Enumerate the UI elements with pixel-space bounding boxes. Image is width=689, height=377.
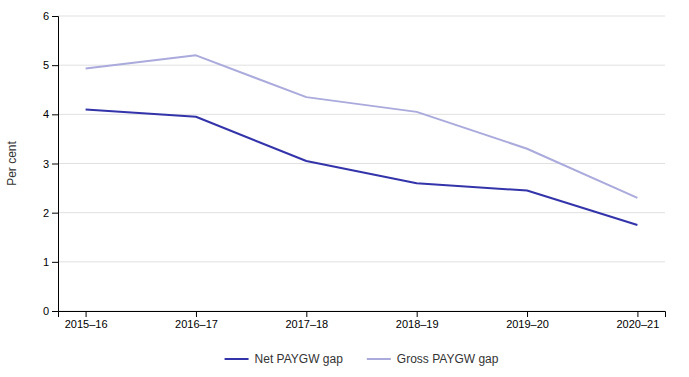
x-tick-mark xyxy=(196,311,197,317)
x-tick-mark xyxy=(306,311,307,317)
x-tick-label: 2015–16 xyxy=(65,318,108,330)
grid-line xyxy=(58,16,665,17)
legend-swatch xyxy=(225,358,249,360)
x-tick-label: 2017–18 xyxy=(285,318,328,330)
y-axis-line xyxy=(52,17,59,312)
y-tick-label: 6 xyxy=(43,10,49,22)
x-tick-label: 2018–19 xyxy=(396,318,439,330)
x-tick: 2019–20 xyxy=(506,311,549,330)
x-tick: 2015–16 xyxy=(65,311,108,330)
legend-label: Gross PAYGW gap xyxy=(397,352,499,366)
x-tick: 2020–21 xyxy=(616,311,659,330)
x-tick: 2016–17 xyxy=(175,311,218,330)
series-line xyxy=(86,109,638,225)
grid-line xyxy=(58,261,665,262)
y-tick-mark xyxy=(52,164,58,165)
y-tick-mark xyxy=(52,311,58,312)
y-tick-mark xyxy=(52,114,58,115)
legend-item: Net PAYGW gap xyxy=(225,352,344,366)
y-tick: 6 xyxy=(43,10,58,22)
x-tick: 2017–18 xyxy=(285,311,328,330)
y-tick: 4 xyxy=(43,108,58,120)
legend-item: Gross PAYGW gap xyxy=(367,352,499,366)
grid-line xyxy=(58,163,665,164)
y-tick-label: 5 xyxy=(43,59,49,71)
x-axis-line xyxy=(59,312,666,318)
y-tick-mark xyxy=(52,213,58,214)
grid-line xyxy=(58,65,665,66)
x-tick-mark xyxy=(417,311,418,317)
x-tick-label: 2016–17 xyxy=(175,318,218,330)
x-tick-label: 2020–21 xyxy=(616,318,659,330)
legend: Net PAYGW gap Gross PAYGW gap xyxy=(225,352,499,366)
y-axis: 0 1 2 3 4 5 6 xyxy=(43,10,59,317)
y-tick-label: 4 xyxy=(43,108,49,120)
y-tick-label: 1 xyxy=(43,256,49,268)
plot: 0 1 2 3 4 5 6 2015–16 2016–17 2017–18 2018–19 2019–… xyxy=(43,10,666,330)
x-tick-mark xyxy=(527,311,528,317)
y-tick-mark xyxy=(52,16,58,17)
x-axis: 2015–16 2016–17 2017–18 2018–19 2019–20 2020–… xyxy=(59,311,666,330)
x-tick-label: 2019–20 xyxy=(506,318,549,330)
y-tick: 5 xyxy=(43,59,58,71)
y-tick: 0 xyxy=(43,305,58,317)
y-tick-label: 2 xyxy=(43,207,49,219)
x-tick-mark xyxy=(637,311,638,317)
series-group xyxy=(86,55,638,225)
x-tick-mark xyxy=(86,311,87,317)
y-tick-mark xyxy=(52,262,58,263)
y-tick-label: 0 xyxy=(43,305,49,317)
y-tick: 1 xyxy=(43,256,58,268)
grid-line xyxy=(58,212,665,213)
y-tick: 3 xyxy=(43,158,58,170)
y-axis-title: Per cent xyxy=(5,140,19,185)
chart: 0 1 2 3 4 5 6 2015–16 2016–17 2017–18 2018–19 2019–… xyxy=(0,0,689,377)
legend-swatch xyxy=(367,358,391,360)
y-tick-label: 3 xyxy=(43,158,49,170)
y-tick: 2 xyxy=(43,207,58,219)
y-tick-mark xyxy=(52,65,58,66)
grid xyxy=(58,16,665,311)
series-line xyxy=(86,55,638,198)
x-tick: 2018–19 xyxy=(396,311,439,330)
legend-label: Net PAYGW gap xyxy=(255,352,344,366)
